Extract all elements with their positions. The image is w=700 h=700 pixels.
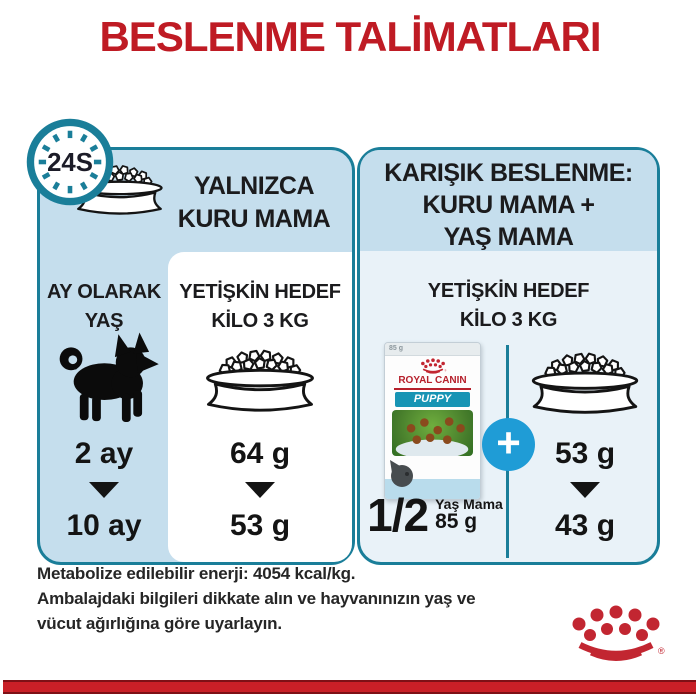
dry-only-header-line2: KURU MAMA [177,205,331,233]
target-header-line1: YETİŞKİN HEDEF [427,280,590,302]
pouch-divider [394,388,471,390]
footer-line3: vücut ağırlığına göre uyarlayın. [37,614,282,633]
page-title: BESLENME TALİMATLARI [99,13,601,60]
target-header-line2: KİLO 3 KG [459,309,558,331]
mixed-feeding-header: KARIŞIK BESLENME: KURU MAMA + YAŞ MAMA [360,157,657,253]
footer-line2: Ambalajdaki bilgileri dikkate alın ve ha… [37,589,476,608]
age-header-line2: YAŞ [84,310,124,332]
age-column-header: AY OLARAK YAŞ [40,278,168,336]
dry-only-header: YALNIZCA KURU MAMA [158,170,350,236]
mixed-header-line1: KARIŞIK BESLENME: [384,159,633,187]
age-end-value: 10 ay [66,509,142,542]
age-header-line1: AY OLARAK [47,281,161,303]
pouch-dog-head [390,460,413,487]
mixed-feeding-panel: KARIŞIK BESLENME: KURU MAMA + YAŞ MAMA Y… [357,147,660,565]
dry-end-value: 53 g [229,509,291,542]
wet-label: Yaş Mama [435,495,503,512]
wet-fraction: 1/2 [367,489,429,541]
dry-start-value: 64 g [229,437,291,470]
wet-amount: 85 g [435,510,478,534]
mixed-dry-end-value: 43 g [554,509,616,542]
plus-icon: + [482,418,535,471]
dry-only-panel: YALNIZCA KURU MAMA AY OLARAK YAŞ [37,147,355,565]
dry-column-header: YETİŞKİN HEDEF KİLO 3 KG [168,278,352,336]
royal-canin-crown-logo [566,604,666,666]
footer-line1: Metabolize edilebilir enerji: 4054 kcal/… [37,564,356,583]
wet-food-pouch: 85 g ROYAL CANIN PUPPY [384,342,481,500]
kibble-bowl-icon [201,347,319,417]
pouch-product-label: PUPPY [395,392,470,407]
target-weight-header: YETİŞKİN HEDEF KİLO 3 KG [360,277,657,335]
arrow-down-icon [570,482,600,498]
clock-24h-icon: 24S [26,118,114,206]
kibble-bowl-icon [527,350,643,419]
age-start-value: 2 ay [74,437,134,470]
mixed-dry-start-value: 53 g [554,437,616,470]
puppy-dog-icon [59,332,159,422]
mixed-header-background [360,150,657,251]
mixed-header-line2: KURU MAMA + [422,191,595,219]
pouch-food-photo [392,410,473,456]
pouch-brand-label: ROYAL CANIN [398,375,467,386]
dry-header-line1: YETİŞKİN HEDEF [179,281,341,303]
dry-header-line2: KİLO 3 KG [211,310,309,332]
bottom-red-bar [3,680,696,694]
pouch-weight-label: 85 g [385,343,480,356]
arrow-down-icon [89,482,119,498]
arrow-down-icon [245,482,275,498]
wet-portion: 1/2 Yaş Mama 85 g [364,488,506,542]
royal-canin-crown-icon [419,358,447,374]
clock-label: 24S [47,149,93,177]
footer-note: Metabolize edilebilir enerji: 4054 kcal/… [37,561,617,636]
dry-only-header-line1: YALNIZCA [193,172,315,200]
mixed-header-line3: YAŞ MAMA [443,223,574,251]
